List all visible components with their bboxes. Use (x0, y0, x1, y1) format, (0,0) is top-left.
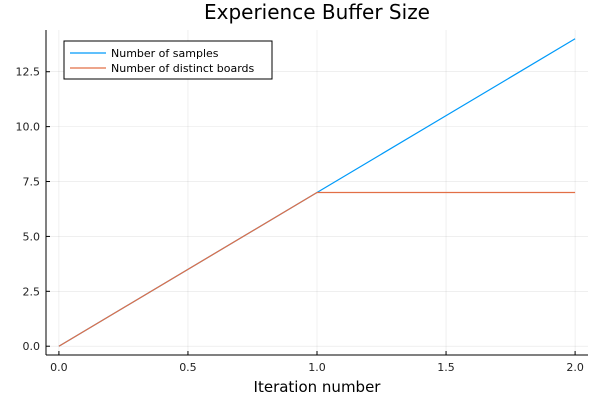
y-tick-label-4: 10.0 (16, 121, 41, 134)
y-tick-label-2: 5.0 (23, 230, 41, 243)
x-tick-label-3: 1.5 (437, 361, 455, 374)
y-tick-label-3: 7.5 (23, 176, 41, 189)
x-axis-title: Iteration number (254, 378, 382, 396)
series-line-1 (58, 191, 576, 347)
y-tick-label-5: 12.5 (16, 66, 41, 79)
y-tick-label-0: 0.0 (23, 340, 41, 353)
legend: Number of samples Number of distinct boar… (63, 40, 273, 80)
legend-label-0: Number of samples (111, 47, 219, 60)
legend-box (63, 40, 273, 80)
ticks: 0.0 0.5 1.0 1.5 2.0 0.0 2.5 5.0 7.5 10.0 12.5 (16, 66, 584, 374)
series-layer (58, 38, 576, 347)
x-tick-label-0: 0.0 (50, 361, 68, 374)
x-tick-label-4: 2.0 (566, 361, 584, 374)
legend-label-1: Number of distinct boards (111, 62, 255, 75)
chart-title: Experience Buffer Size (204, 0, 430, 24)
y-tick-label-1: 2.5 (23, 285, 41, 298)
x-tick-label-2: 1.0 (308, 361, 326, 374)
x-tick-label-1: 0.5 (179, 361, 197, 374)
